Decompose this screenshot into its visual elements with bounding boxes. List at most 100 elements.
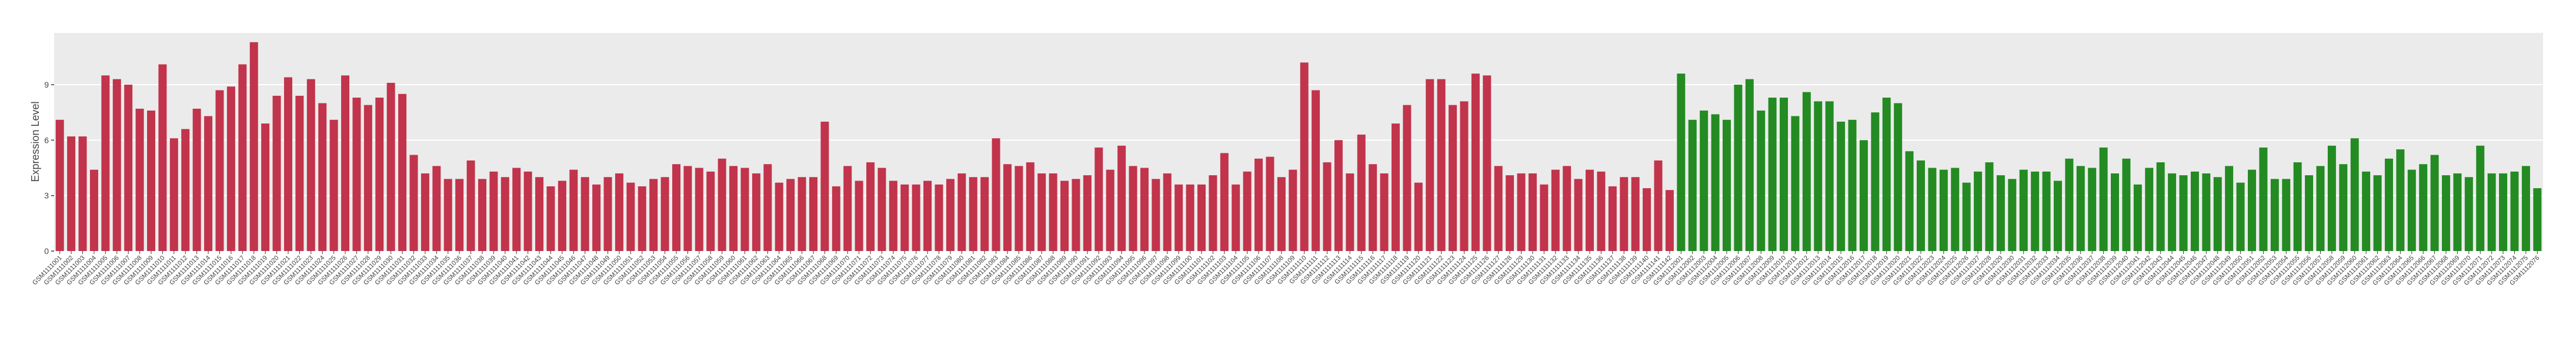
bar <box>1962 182 1971 251</box>
bar <box>147 111 155 251</box>
bar <box>1620 177 1629 251</box>
bar <box>1985 162 1994 251</box>
bar <box>1106 169 1115 251</box>
bar <box>798 177 806 251</box>
bar <box>1848 119 1857 251</box>
bar <box>226 86 235 251</box>
bar <box>2225 166 2234 251</box>
bar <box>215 90 224 251</box>
bar <box>603 177 612 251</box>
bar <box>912 184 920 251</box>
bar <box>489 171 498 251</box>
bar <box>363 105 372 251</box>
bar <box>2293 162 2302 251</box>
bar <box>283 77 292 251</box>
bar <box>386 82 395 251</box>
bar <box>249 42 258 251</box>
bar <box>295 95 304 251</box>
y-tick-label: 9 <box>44 80 49 89</box>
bar <box>1802 92 1811 251</box>
bar <box>466 160 475 251</box>
y-tick-label: 6 <box>44 135 49 145</box>
bar <box>1939 169 1948 251</box>
bar <box>809 177 817 251</box>
bar <box>1894 103 1903 251</box>
bar <box>2076 166 2085 251</box>
bar <box>1129 166 1137 251</box>
bar <box>2247 169 2256 251</box>
bar <box>980 177 989 251</box>
bar <box>1209 175 1217 251</box>
bar <box>2362 171 2371 251</box>
bar <box>2088 168 2097 251</box>
bar <box>2339 164 2348 251</box>
bar <box>89 169 98 251</box>
bar <box>2236 182 2245 251</box>
bar <box>478 179 486 251</box>
bar <box>318 103 327 251</box>
bar <box>2453 173 2462 251</box>
bar <box>1665 190 1674 251</box>
bar <box>1346 173 1354 251</box>
bar <box>660 177 669 251</box>
bar <box>398 93 407 251</box>
bar <box>1996 175 2005 251</box>
bar <box>1277 177 1286 251</box>
bar <box>352 98 361 252</box>
bar <box>1494 166 1503 251</box>
bar <box>2111 173 2120 251</box>
bar <box>935 184 943 251</box>
bar <box>1563 166 1571 251</box>
bar <box>2156 162 2165 251</box>
bar <box>546 186 555 251</box>
bar <box>261 123 270 251</box>
bar <box>900 184 909 251</box>
bar <box>877 168 886 251</box>
bar <box>2179 175 2188 251</box>
bar <box>409 155 418 251</box>
bar <box>158 64 167 251</box>
bar <box>1163 173 1172 251</box>
bar <box>1757 111 1766 251</box>
bar <box>946 179 955 251</box>
bar <box>1015 166 1023 251</box>
bar <box>1186 184 1194 251</box>
bar <box>1243 171 1252 251</box>
bar <box>2270 179 2279 251</box>
bar <box>1140 168 1149 251</box>
bar <box>672 164 680 251</box>
bar <box>1837 121 1846 251</box>
bar <box>695 168 703 251</box>
bar <box>729 166 738 251</box>
bar <box>1117 145 1126 251</box>
bar <box>1095 147 1103 251</box>
bar <box>2305 175 2314 251</box>
bar <box>443 179 452 251</box>
bar <box>2145 168 2154 251</box>
bar <box>638 186 646 251</box>
bar <box>2499 173 2508 251</box>
bar <box>1266 156 1274 251</box>
bar <box>1426 79 1434 252</box>
bar <box>649 179 658 251</box>
bar <box>272 95 281 251</box>
bar <box>1460 101 1469 251</box>
bar <box>2476 145 2485 251</box>
bar <box>421 173 429 251</box>
bar <box>2042 171 2051 251</box>
bar <box>1917 160 1925 251</box>
bar <box>2419 164 2428 251</box>
bar <box>558 180 566 251</box>
bar <box>1323 162 1332 251</box>
bar <box>1197 184 1206 251</box>
bar <box>2190 171 2199 251</box>
bar <box>455 179 464 251</box>
bar <box>1905 151 1914 251</box>
bar <box>375 98 384 252</box>
bar <box>855 180 863 251</box>
bar <box>1049 173 1057 251</box>
bar <box>615 173 623 251</box>
bar <box>2430 155 2439 251</box>
